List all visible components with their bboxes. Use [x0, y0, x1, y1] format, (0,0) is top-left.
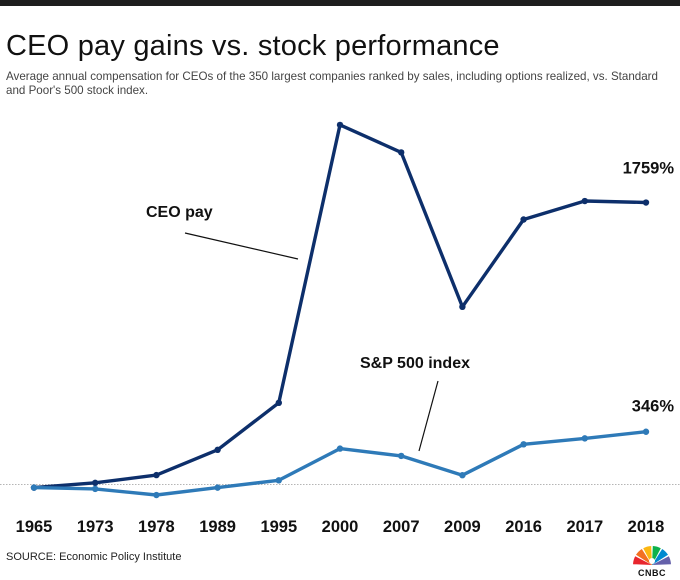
- sp500-series-label: S&P 500 index: [360, 355, 470, 372]
- chart-subtitle: Average annual compensation for CEOs of …: [6, 70, 658, 97]
- sp500-point: [642, 428, 650, 435]
- ceo-pay-leader-line: [184, 232, 299, 260]
- peacock-feather: [636, 549, 652, 565]
- sp500-line: [32, 430, 648, 497]
- cnbc-logo: CNBC: [630, 540, 674, 578]
- ceo-pay-point: [336, 121, 344, 129]
- ceo-pay-point: [214, 446, 221, 454]
- sp500-point: [581, 435, 588, 442]
- ceo-pay-point: [398, 149, 405, 156]
- sp500-point: [459, 472, 466, 479]
- ceo-pay-point: [459, 303, 466, 311]
- sp500-end-label: 346%: [632, 398, 675, 416]
- sp500-series: [30, 428, 650, 499]
- x-tick-label: 1995: [260, 518, 297, 536]
- x-tick-label: 2018: [628, 518, 665, 536]
- x-tick-label: 2007: [383, 518, 420, 536]
- x-tick-label: 1965: [16, 518, 53, 536]
- x-tick-label: 1989: [199, 518, 236, 536]
- peacock-icon: [633, 546, 671, 565]
- ceo-pay-point: [275, 399, 282, 407]
- sp500-point: [30, 484, 38, 491]
- ceo-pay-point: [642, 199, 650, 206]
- x-tick-label: 1973: [77, 518, 114, 536]
- x-axis-ticks: 1965 1973 1978 1989 1995 2000 2007 2009 2016 2017…: [16, 518, 665, 536]
- logo-text: CNBC: [638, 568, 666, 578]
- line-chart: 1965 1973 1978 1989 1995 2000 2007 2009 2016 2017…: [0, 121, 680, 536]
- x-tick-label: 1978: [138, 518, 175, 536]
- x-tick-label: 2000: [322, 518, 359, 536]
- ceo-pay-series: [30, 121, 650, 491]
- sp500-point: [398, 452, 405, 460]
- chart-title: CEO pay gains vs. stock performance: [6, 30, 500, 62]
- sp500-point: [275, 477, 282, 484]
- peacock-body: [649, 558, 655, 564]
- sp500-point: [520, 441, 527, 448]
- series-layer: [30, 121, 650, 499]
- ceo-pay-line: [32, 123, 648, 490]
- peacock-feather: [652, 556, 671, 565]
- ceo-pay-point: [153, 471, 160, 479]
- peacock-feather: [652, 549, 668, 565]
- ceo-pay-end-label: 1759%: [623, 160, 675, 178]
- x-tick-label: 2016: [505, 518, 542, 536]
- x-tick-label: 2009: [444, 518, 481, 536]
- x-tick-label: 2017: [566, 518, 603, 536]
- ceo-pay-series-label: CEO pay: [146, 204, 213, 221]
- source-note: SOURCE: Economic Policy Institute: [6, 551, 182, 563]
- sp500-point: [214, 484, 221, 491]
- ceo-pay-point: [581, 197, 588, 205]
- peacock-feather: [633, 556, 652, 565]
- sp500-point: [336, 445, 344, 452]
- sp500-point: [153, 491, 160, 499]
- ceo-pay-point: [520, 216, 527, 223]
- top-bar: [0, 0, 680, 6]
- sp500-leader-line: [418, 380, 439, 452]
- annotation-layer: CEO pay S&P 500 index 1759% 346%: [146, 160, 675, 452]
- sp500-point: [92, 485, 99, 493]
- ceo-pay-point: [92, 479, 99, 487]
